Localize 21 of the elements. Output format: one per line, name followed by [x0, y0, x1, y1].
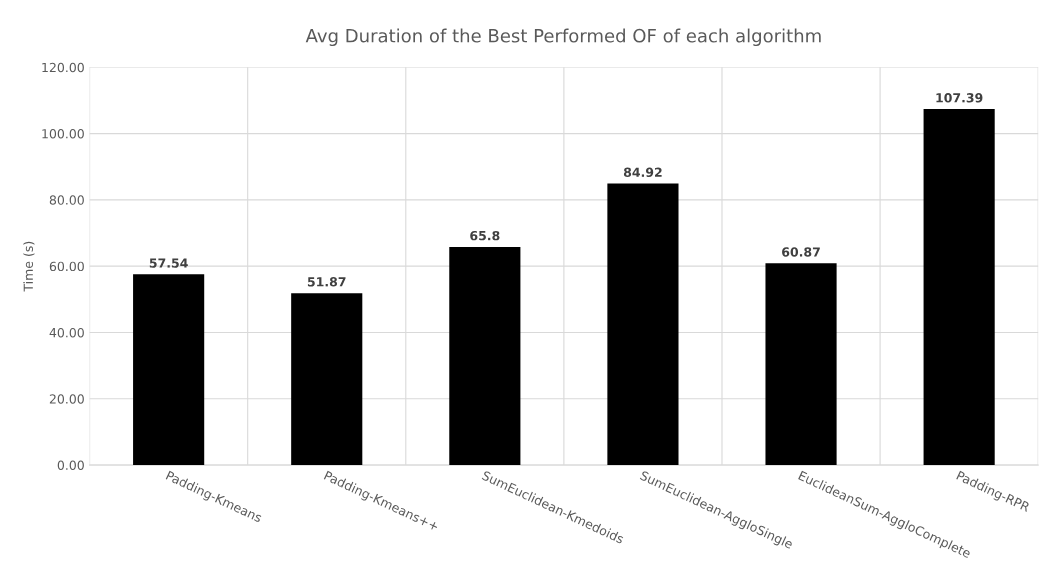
- y-tick-label: 100.00: [42, 129, 84, 139]
- chart-title: Avg Duration of the Best Performed OF of each algorithm: [305, 28, 821, 47]
- y-tick-label: 40.00: [49, 327, 84, 338]
- y-tick-label: 80.00: [49, 195, 84, 205]
- data-label: 60.87: [782, 247, 820, 257]
- bar: [133, 274, 205, 466]
- bar: [923, 109, 995, 466]
- bar: [291, 293, 363, 466]
- data-label: 65.8: [470, 230, 500, 241]
- y-tick-label: 20.00: [49, 394, 84, 404]
- y-tick-label: 120.00: [42, 62, 84, 73]
- y-axis-title: Time (s): [23, 241, 35, 292]
- y-tick-label: 0.00: [57, 460, 84, 470]
- bar: [607, 183, 679, 466]
- data-label: 84.92: [623, 167, 662, 177]
- data-label: 51.87: [307, 277, 346, 287]
- y-tick-label: 60.00: [49, 261, 84, 272]
- data-label: 107.39: [936, 93, 983, 103]
- data-label: 57.54: [149, 258, 188, 268]
- bar: [765, 263, 837, 466]
- bar: [449, 246, 521, 466]
